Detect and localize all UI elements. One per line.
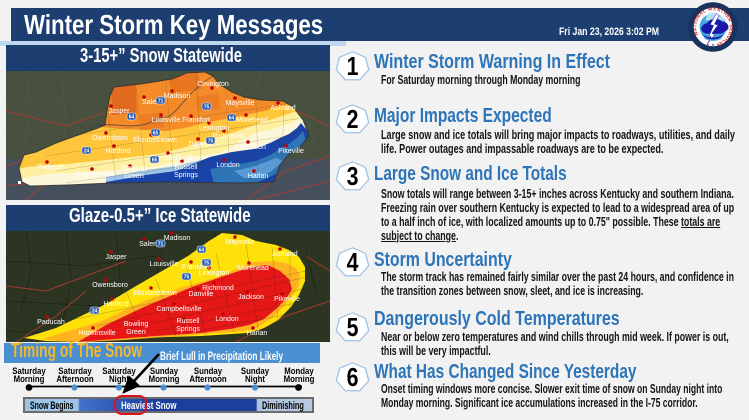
svg-text:Pikeville: Pikeville xyxy=(278,148,304,155)
svg-text:Lexington: Lexington xyxy=(199,270,229,277)
svg-text:Louisville: Louisville xyxy=(150,261,179,268)
svg-text:Morehead: Morehead xyxy=(236,117,268,124)
svg-text:75: 75 xyxy=(204,260,210,266)
svg-text:London: London xyxy=(216,162,239,169)
svg-text:Campbellsville: Campbellsville xyxy=(149,155,194,162)
svg-text:Harlan: Harlan xyxy=(247,330,268,337)
svg-text:Jasper: Jasper xyxy=(108,108,130,115)
svg-text:Ashland: Ashland xyxy=(272,251,297,258)
svg-text:Maysville: Maysville xyxy=(226,239,255,246)
svg-text:Elizabethtown: Elizabethtown xyxy=(133,137,177,144)
svg-text:★: ★ xyxy=(716,42,719,46)
svg-text:★: ★ xyxy=(711,43,714,47)
svg-text:Elizabethtown: Elizabethtown xyxy=(133,290,177,297)
svg-text:75: 75 xyxy=(208,138,214,144)
svg-text:Danville: Danville xyxy=(189,291,214,298)
svg-text:Morehead: Morehead xyxy=(237,265,269,272)
svg-text:Frankfort: Frankfort xyxy=(182,264,210,271)
svg-text:71: 71 xyxy=(158,241,164,247)
svg-text:24: 24 xyxy=(92,308,98,314)
svg-text:Lexington: Lexington xyxy=(199,125,229,132)
svg-text:Paducah: Paducah xyxy=(37,164,65,171)
svg-text:Green: Green xyxy=(126,329,146,336)
svg-text:Madison: Madison xyxy=(164,93,191,100)
svg-text:Richmond: Richmond xyxy=(202,285,234,292)
svg-text:75: 75 xyxy=(184,274,190,280)
svg-text:Jackson: Jackson xyxy=(238,294,264,301)
svg-text:Hopkinsville: Hopkinsville xyxy=(78,330,115,337)
svg-text:65: 65 xyxy=(153,130,159,136)
svg-text:Springs: Springs xyxy=(174,172,198,179)
svg-text:Hartford: Hartford xyxy=(103,301,128,308)
svg-text:64: 64 xyxy=(129,114,135,120)
svg-text:Springs: Springs xyxy=(176,326,200,333)
svg-text:Richmond: Richmond xyxy=(212,133,244,140)
svg-text:Frankfort: Frankfort xyxy=(182,117,210,124)
svg-text:Salem: Salem xyxy=(142,99,162,106)
svg-text:Danville: Danville xyxy=(189,141,214,148)
svg-text:24: 24 xyxy=(84,148,90,154)
svg-text:64: 64 xyxy=(199,247,205,253)
svg-text:Maysville: Maysville xyxy=(226,100,255,107)
svg-text:Madison: Madison xyxy=(164,235,191,242)
svg-text:65: 65 xyxy=(152,157,158,163)
svg-text:Ashland: Ashland xyxy=(270,105,295,112)
svg-text:64: 64 xyxy=(229,115,235,121)
svg-text:★: ★ xyxy=(706,42,709,46)
svg-text:Russell: Russell xyxy=(177,318,200,325)
svg-text:Paducah: Paducah xyxy=(37,319,65,326)
svg-text:Louisville: Louisville xyxy=(152,117,181,124)
svg-text:71: 71 xyxy=(158,98,164,104)
svg-text:Campbellsville: Campbellsville xyxy=(156,306,201,313)
svg-text:London: London xyxy=(215,316,238,323)
svg-text:Pikeville: Pikeville xyxy=(274,296,300,303)
svg-text:Green: Green xyxy=(124,173,144,180)
svg-text:Hopkinsville: Hopkinsville xyxy=(77,171,114,178)
svg-text:Russell: Russell xyxy=(175,164,198,171)
svg-text:Bowling: Bowling xyxy=(122,165,147,172)
svg-text:Jackson: Jackson xyxy=(240,144,266,151)
svg-text:Jasper: Jasper xyxy=(105,254,127,261)
svg-text:Owensboro: Owensboro xyxy=(92,135,128,142)
svg-text:75: 75 xyxy=(204,104,210,110)
svg-text:Salem: Salem xyxy=(139,241,159,248)
svg-text:Hartford: Hartford xyxy=(105,148,130,155)
svg-text:Harlan: Harlan xyxy=(248,173,269,180)
svg-text:Covington: Covington xyxy=(197,81,229,88)
svg-text:Bowling: Bowling xyxy=(124,321,149,328)
svg-text:Owensboro: Owensboro xyxy=(92,282,128,289)
